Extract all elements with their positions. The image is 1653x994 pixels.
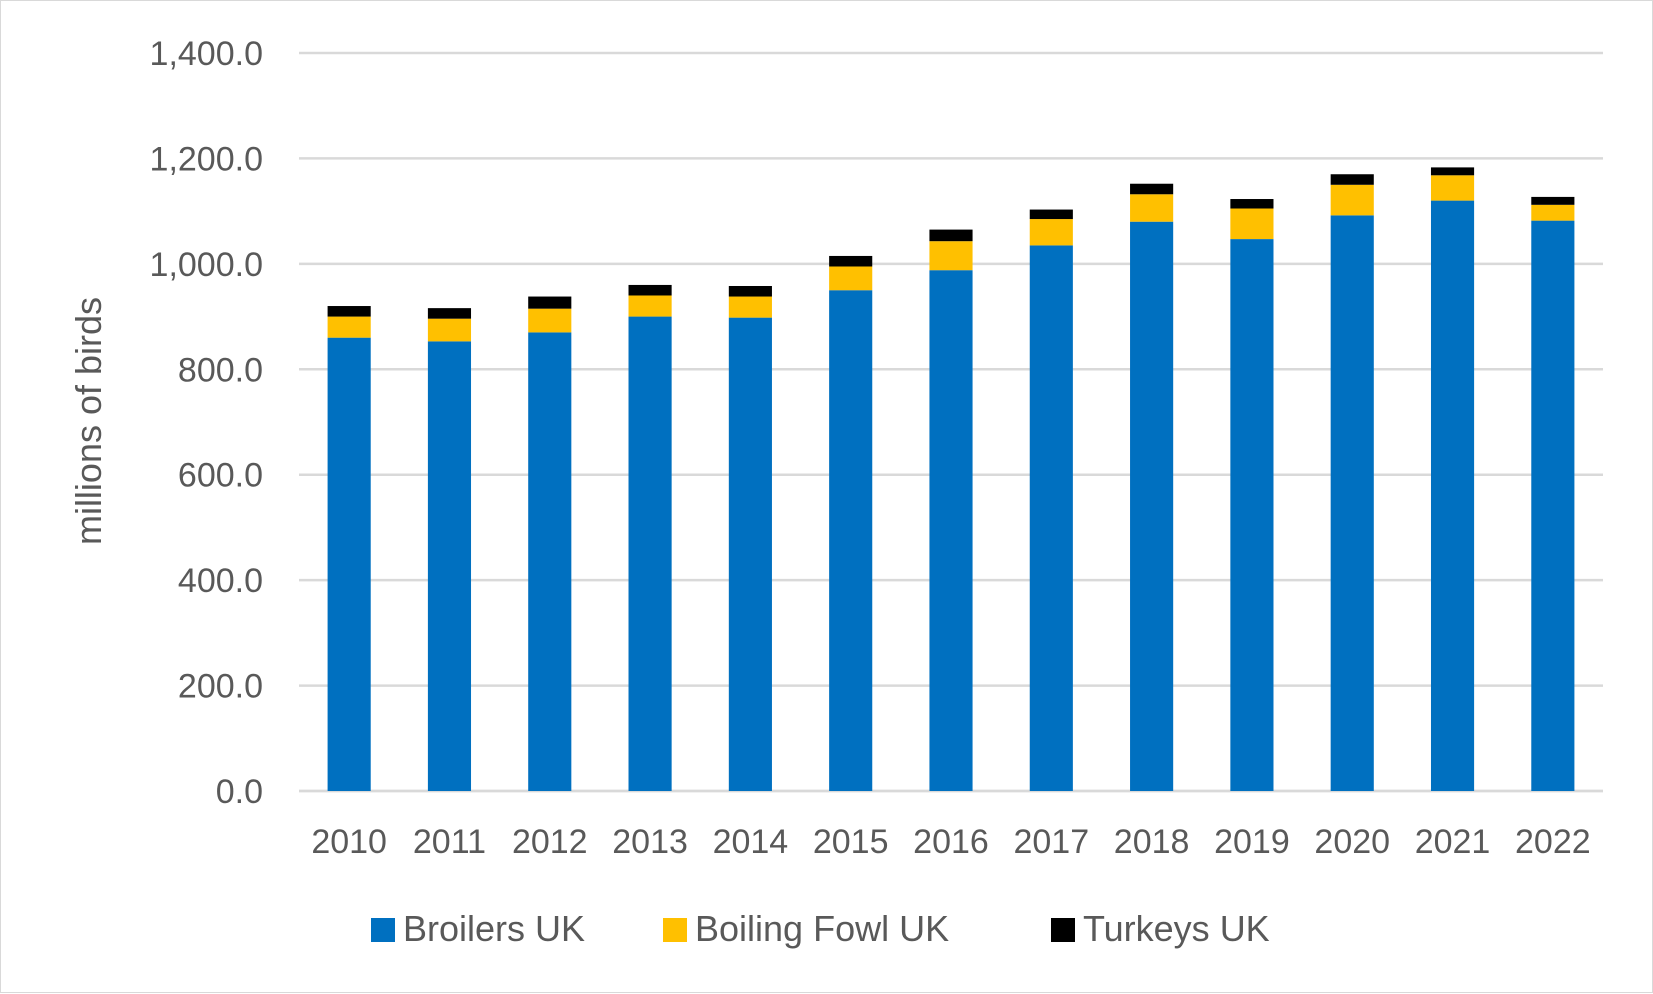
- y-tick-label: 400.0: [178, 562, 263, 600]
- bar-broilers-uk-2012: [528, 332, 572, 791]
- x-tick-label: 2021: [1415, 823, 1491, 861]
- bar-turkeys-uk-2014: [728, 285, 772, 297]
- bar-boiling-fowl-uk-2017: [1029, 219, 1073, 246]
- x-tick-label: 2014: [713, 823, 789, 861]
- bar-broilers-uk-2022: [1531, 220, 1575, 792]
- bar-broilers-uk-2011: [427, 341, 472, 791]
- bars: [327, 167, 1575, 792]
- bar-turkeys-uk-2022: [1531, 196, 1575, 205]
- bar-boiling-fowl-uk-2013: [628, 295, 672, 317]
- legend-label-turkeys-uk: Turkeys UK: [1083, 908, 1270, 949]
- legend-swatch-boiling-fowl-uk: [663, 918, 687, 942]
- bar-turkeys-uk-2017: [1029, 209, 1073, 220]
- bar-boiling-fowl-uk-2011: [427, 318, 472, 342]
- x-tick-label: 2017: [1013, 823, 1089, 861]
- legend-label-boiling-fowl-uk: Boiling Fowl UK: [695, 908, 949, 949]
- y-tick-label: 1,200.0: [150, 140, 263, 178]
- x-tick-label: 2016: [913, 823, 989, 861]
- bar-boiling-fowl-uk-2012: [528, 308, 572, 333]
- bar-boiling-fowl-uk-2016: [929, 241, 973, 271]
- bar-turkeys-uk-2021: [1430, 167, 1475, 176]
- bar-broilers-uk-2015: [829, 290, 873, 791]
- bar-turkeys-uk-2013: [628, 284, 672, 296]
- bar-boiling-fowl-uk-2014: [728, 296, 772, 318]
- bar-broilers-uk-2019: [1230, 239, 1274, 791]
- y-axis-ticks: 0.0 200.0 400.0 600.0 800.0 1,000.0 1,200.0 1,4…: [150, 35, 263, 811]
- bar-boiling-fowl-uk-2018: [1130, 194, 1174, 222]
- x-tick-label: 2020: [1314, 823, 1390, 861]
- bar-boiling-fowl-uk-2015: [829, 266, 873, 291]
- bar-broilers-uk-2014: [728, 317, 772, 791]
- y-tick-label: 0.0: [216, 773, 263, 811]
- x-tick-label: 2018: [1114, 823, 1190, 861]
- bar-broilers-uk-2020: [1330, 215, 1374, 792]
- bar-broilers-uk-2016: [929, 270, 973, 791]
- bar-boiling-fowl-uk-2019: [1230, 208, 1274, 240]
- bar-turkeys-uk-2016: [929, 229, 973, 242]
- bar-broilers-uk-2010: [327, 337, 371, 791]
- bar-boiling-fowl-uk-2010: [327, 316, 371, 338]
- y-tick-label: 1,400.0: [150, 35, 263, 73]
- bar-turkeys-uk-2019: [1230, 199, 1274, 209]
- bar-turkeys-uk-2012: [528, 296, 572, 309]
- bar-boiling-fowl-uk-2022: [1531, 204, 1575, 221]
- bar-boiling-fowl-uk-2021: [1430, 175, 1475, 201]
- bar-broilers-uk-2017: [1029, 245, 1073, 791]
- bar-boiling-fowl-uk-2020: [1330, 184, 1374, 216]
- bar-turkeys-uk-2020: [1330, 174, 1374, 185]
- y-tick-label: 600.0: [178, 457, 263, 495]
- legend-label-broilers-uk: Broilers UK: [403, 908, 585, 949]
- bar-broilers-uk-2018: [1130, 221, 1174, 791]
- y-tick-label: 200.0: [178, 668, 263, 706]
- x-axis-ticks: 2010 2011 2012 2013 2014 2015 2016 2017 2018 2019…: [311, 823, 1590, 861]
- bar-broilers-uk-2013: [628, 316, 672, 791]
- y-tick-label: 1,000.0: [150, 246, 263, 284]
- y-axis-title: millions of birds: [68, 297, 109, 545]
- bar-turkeys-uk-2011: [427, 308, 472, 319]
- x-tick-label: 2011: [413, 823, 486, 861]
- bar-broilers-uk-2021: [1430, 200, 1475, 792]
- y-tick-label: 800.0: [178, 351, 263, 389]
- bar-turkeys-uk-2015: [829, 255, 873, 267]
- x-tick-label: 2012: [512, 823, 588, 861]
- bar-turkeys-uk-2018: [1130, 183, 1174, 195]
- legend: Broilers UK Boiling Fowl UK Turkeys UK: [371, 908, 1270, 949]
- x-tick-label: 2015: [813, 823, 889, 861]
- legend-swatch-broilers-uk: [371, 918, 395, 942]
- x-tick-label: 2010: [311, 823, 387, 861]
- legend-swatch-turkeys-uk: [1051, 918, 1075, 942]
- x-tick-label: 2013: [612, 823, 688, 861]
- x-tick-label: 2019: [1214, 823, 1290, 861]
- x-tick-label: 2022: [1515, 823, 1591, 861]
- bar-turkeys-uk-2010: [327, 306, 371, 317]
